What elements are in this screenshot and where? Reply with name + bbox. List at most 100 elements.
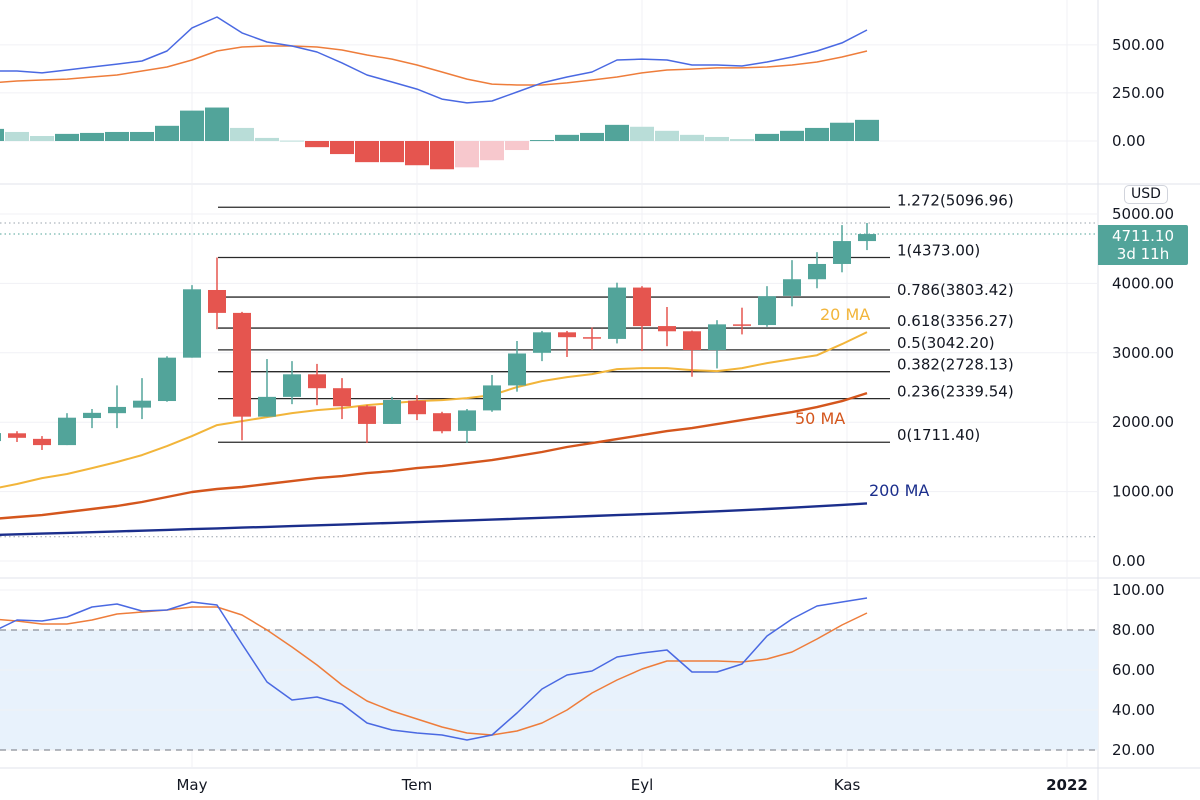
candle[interactable] [83,409,101,429]
macd-histogram-bar [805,127,829,141]
candle[interactable] [358,404,376,444]
macd-histogram-bar [5,131,29,141]
candle[interactable] [783,260,801,307]
macd-histogram-bar [155,125,179,141]
candle-body [8,433,26,438]
candle-body [483,385,501,411]
candle-body [308,374,326,389]
candle-body [183,289,201,358]
candle[interactable] [8,431,26,442]
stoch-axis-label: 40.00 [1112,701,1155,719]
candle[interactable] [408,395,426,421]
candle[interactable] [208,257,226,330]
candle[interactable] [608,282,626,344]
stoch-axis-label: 20.00 [1112,741,1155,759]
candle[interactable] [658,306,676,347]
candle[interactable] [558,330,576,357]
macd-axis-label: 250.00 [1112,84,1165,102]
macd-histogram-bar [655,130,679,141]
ma20-line [0,331,868,489]
candle-body [808,263,826,280]
candle-body [508,353,526,386]
candle[interactable] [33,436,51,450]
macd-histogram-bar [855,119,879,141]
candle[interactable] [533,330,551,362]
candle-body [583,337,601,339]
candle[interactable] [183,285,201,358]
macd-histogram-bar [305,141,329,148]
candle-body [733,324,751,326]
candle[interactable] [333,378,351,420]
candle[interactable] [708,320,726,369]
macd-histogram-bar [355,141,379,163]
candle-body [158,357,176,402]
candle[interactable] [858,223,876,251]
last-price-value: 4711.10 [1111,227,1175,245]
macd-histogram-bar [30,136,54,141]
candle-body [33,438,51,446]
macd-histogram-bar [580,132,604,141]
fib-level-label: 0.786(3803.42) [897,281,1014,299]
macd-line [0,16,868,104]
price-axis-label: 5000.00 [1112,205,1174,223]
candle[interactable] [833,225,851,273]
candle[interactable] [383,396,401,424]
candle-body [758,296,776,326]
stoch-axis-label: 80.00 [1112,621,1155,639]
candle[interactable] [108,385,126,429]
last-price-label: 4711.10 3d 11h [1098,225,1188,265]
candle[interactable] [133,378,151,420]
stoch-band-background [0,630,1098,750]
price-axis-label: 0.00 [1112,552,1145,570]
macd-histogram-bar [55,133,79,141]
ma50-label: 50 MA [795,409,845,428]
candle-body [408,400,426,415]
candle-body [58,417,76,446]
candle-body [358,406,376,424]
time-axis-label: Eyl [631,776,654,794]
macd-histogram-bar [730,139,754,141]
candle[interactable] [583,327,601,351]
time-axis-label: 2022 [1046,776,1088,794]
candle[interactable] [433,411,451,434]
macd-histogram-bar [830,122,854,141]
candle[interactable] [633,286,651,352]
candle-body [233,312,251,417]
candle[interactable] [733,307,751,335]
candle[interactable] [0,431,1,443]
candle[interactable] [758,286,776,327]
currency-badge[interactable]: USD [1124,185,1168,204]
candle[interactable] [458,409,476,444]
macd-histogram-bar [430,141,454,170]
time-axis-label: Kas [834,776,861,794]
ma20-label: 20 MA [820,305,870,324]
macd-histogram-bar [130,131,154,141]
macd-histogram-bar [330,141,354,155]
fib-level-label: 0(1711.40) [897,426,980,444]
stoch-k-line [0,597,868,741]
macd-histogram-bar [780,130,804,141]
candle[interactable] [258,359,276,417]
candle-body [108,406,126,414]
fib-level-label: 0.618(3356.27) [897,312,1014,330]
time-axis-label: Tem [401,776,432,794]
macd-histogram-bar [530,140,554,142]
candle[interactable] [233,311,251,441]
price-axis-label: 4000.00 [1112,274,1174,292]
candle[interactable] [158,356,176,402]
macd-histogram-bar [705,136,729,141]
stoch-axis-label: 60.00 [1112,661,1155,679]
ma50-line [0,391,868,520]
candle[interactable] [683,330,701,377]
macd-histogram-bar [555,134,579,141]
candle[interactable] [508,341,526,392]
candle[interactable] [58,413,76,446]
candle[interactable] [483,375,501,412]
candle-body [658,326,676,332]
candle[interactable] [308,363,326,406]
candle-body [608,287,626,339]
candle[interactable] [808,252,826,289]
candle[interactable] [283,361,301,405]
